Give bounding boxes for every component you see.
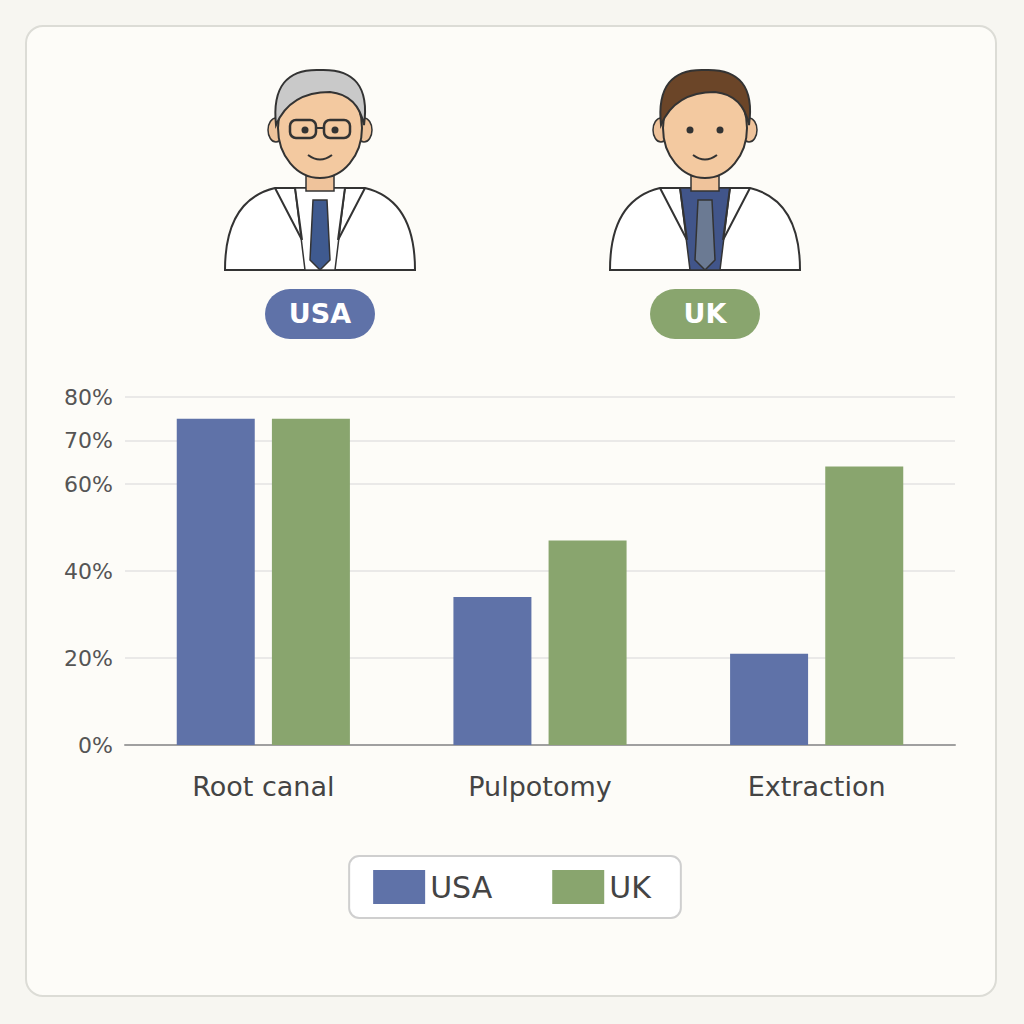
svg-text:Extraction: Extraction <box>748 771 886 802</box>
svg-text:Pulpotomy: Pulpotomy <box>468 771 611 802</box>
svg-text:20%: 20% <box>64 646 113 671</box>
svg-text:40%: 40% <box>64 559 113 584</box>
svg-text:Root canal: Root canal <box>192 771 334 802</box>
html-text:USA: USA <box>288 298 352 329</box>
html-text:UK: UK <box>683 298 727 329</box>
svg-text:0%: 0% <box>78 733 113 758</box>
svg-text:80%: 80% <box>64 385 113 410</box>
svg-text:UK: UK <box>609 870 652 905</box>
svg-text:70%: 70% <box>64 428 113 453</box>
svg-text:60%: 60% <box>64 472 113 497</box>
svg-text:USA: USA <box>430 870 493 905</box>
